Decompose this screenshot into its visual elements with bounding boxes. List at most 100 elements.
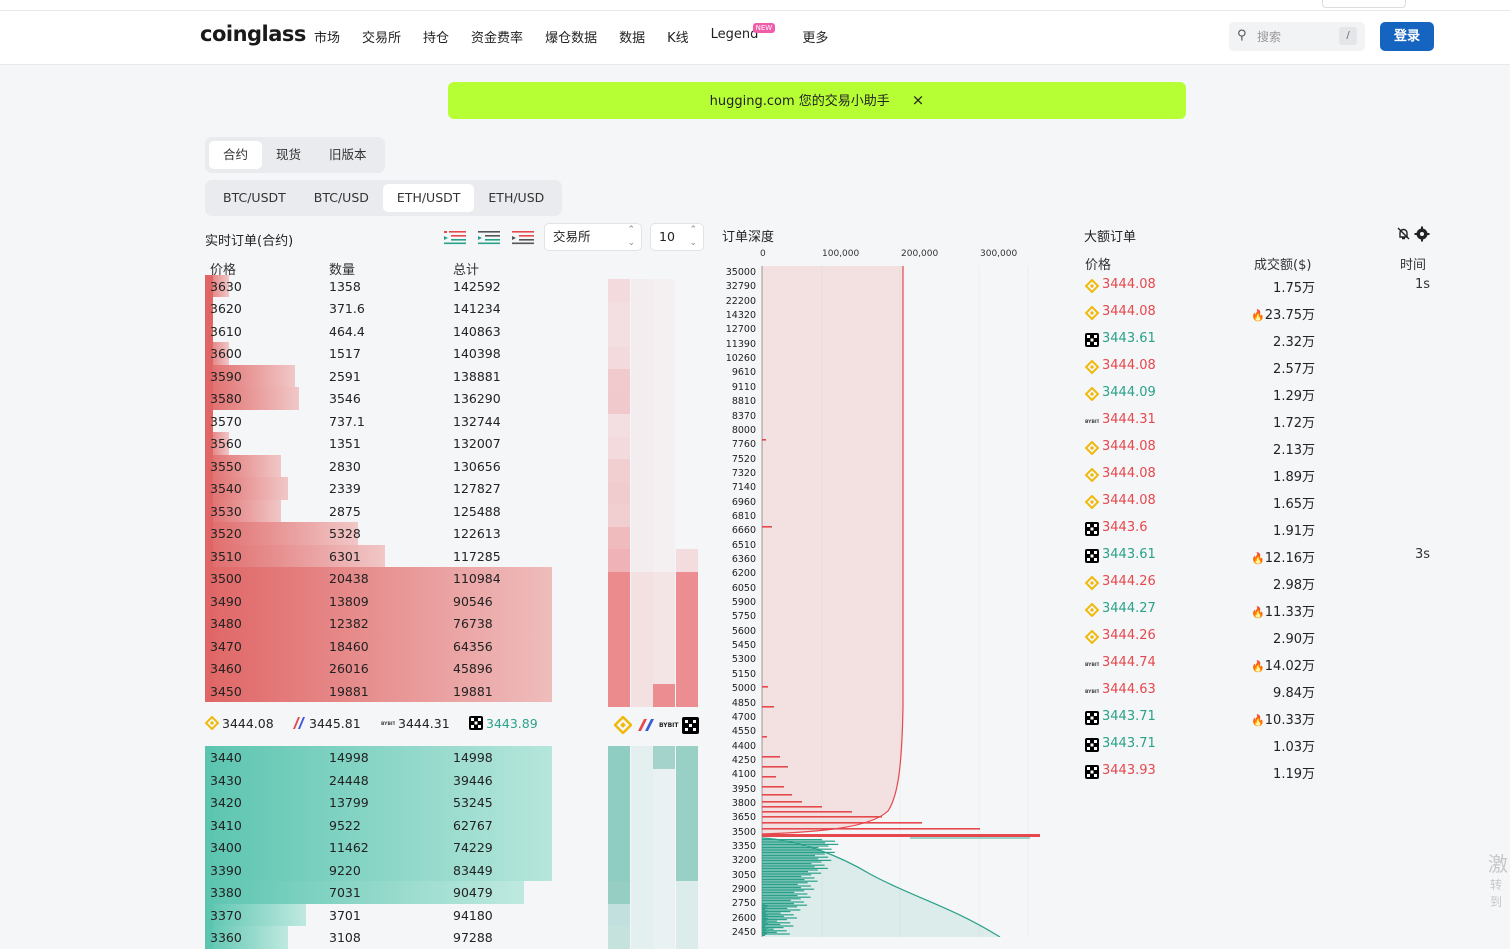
depth-chart[interactable] [760,266,1050,937]
large-order-row[interactable]: 3444.08 2.57万 [1084,353,1444,380]
tab-eth-usd[interactable]: ETH/USD [488,190,545,205]
large-order-row[interactable]: 3443.71 1.03万 [1084,731,1444,758]
orderbook-row[interactable]: 3380 7031 90479 [205,881,552,904]
okx-icon[interactable] [682,717,699,734]
nav-item-liquidations[interactable]: 爆仓数据 [545,31,598,46]
large-order-row[interactable]: 3443.61 🔥12.16万 3s [1084,542,1444,569]
orderbook-row[interactable]: 3530 2875 125488 [205,499,552,522]
bid-level-bar [762,908,765,910]
orderbook-row[interactable]: 3620 371.6 141234 [205,297,552,320]
large-order-row[interactable]: 3444.26 2.98万 [1084,569,1444,596]
close-icon[interactable]: × [911,91,925,109]
orderbook-row[interactable]: 3490 13809 90546 [205,589,552,612]
orderbook-row[interactable]: 3430 24448 39446 [205,768,552,791]
orderbook-title: 实时订单(合约) [205,234,294,249]
nav-item-open-interest[interactable]: 持仓 [423,31,450,46]
col-amount: 成交额($) [1254,258,1312,273]
orderbook-row[interactable]: 3400 11462 74229 [205,836,552,859]
orderbook-row[interactable]: 3550 2830 130656 [205,454,552,477]
large-order-row[interactable]: 3444.27 🔥11.33万 [1084,596,1444,623]
orderbook-row[interactable]: 3630 1358 142592 [205,274,552,297]
nav-item-market[interactable]: 市场 [314,31,341,46]
orderbook-row[interactable]: 3360 3108 97288 [205,926,552,949]
large-order-row[interactable]: BYBIT 3444.63 9.84万 [1084,677,1444,704]
large-order-row[interactable]: 3443.71 🔥10.33万 [1084,704,1444,731]
tab-eth-usdt[interactable]: ETH/USDT [382,184,475,212]
gear-icon[interactable] [1414,226,1430,242]
orderbook-row[interactable]: 3480 12382 76738 [205,612,552,635]
orderbook-row[interactable]: 3580 3546 136290 [205,387,552,410]
bell-off-icon[interactable] [1396,226,1411,241]
large-order-row[interactable]: 3444.09 1.29万 [1084,380,1444,407]
bybit-icon[interactable]: BYBIT [659,719,679,729]
top-tab[interactable] [1322,0,1406,8]
order-price: 3444.63 [1102,682,1156,697]
order-price: 3444.08 [1102,466,1156,481]
book-asks-icon[interactable] [512,229,534,245]
heatmap-cell [631,504,653,527]
tab-spot[interactable]: 现货 [276,147,302,162]
bid-level-bar [762,871,808,873]
orderbook-row[interactable]: 3540 2339 127827 [205,477,552,500]
watermark: 激 [1488,852,1508,876]
orderbook-row[interactable]: 3460 26016 45896 [205,657,552,680]
nav-item-exchanges[interactable]: 交易所 [362,31,402,46]
orderbook-row[interactable]: 3410 9522 62767 [205,813,552,836]
exchange-select[interactable]: 交易所 ⌃ ⌄ [544,223,642,251]
nav-item-more[interactable]: 更多 [802,31,829,46]
orderbook-row[interactable]: 3590 2591 138881 [205,364,552,387]
book-both-icon[interactable] [444,229,466,245]
large-order-row[interactable]: 3444.08 1.89万 [1084,461,1444,488]
orderbook-row[interactable]: 3520 5328 122613 [205,522,552,545]
orderbook-row[interactable]: 3420 13799 53245 [205,791,552,814]
orderbook-row[interactable]: 3610 464.4 140863 [205,319,552,342]
search-input[interactable]: ⚲ 搜索 / [1229,22,1365,51]
large-order-row[interactable]: 3444.08 2.13万 [1084,434,1444,461]
orderbook-row[interactable]: 3570 737.1 132744 [205,409,552,432]
bid-level-bar [762,842,826,844]
login-button[interactable]: 登录 [1380,22,1434,51]
depth-select[interactable]: 10 ⌃ ⌄ [650,223,704,251]
bid-level-bar [762,920,766,922]
orderbook-row[interactable]: 3390 9220 83449 [205,858,552,881]
orderbook-row[interactable]: 3560 1351 132007 [205,432,552,455]
binance-icon [1085,630,1099,644]
orderbook-row[interactable]: 3470 18460 64356 [205,634,552,657]
tab-btc-usdt[interactable]: BTC/USDT [223,190,286,205]
orderbook-row[interactable]: 3440 14998 14998 [205,746,552,769]
orderbook-row[interactable]: 3450 19881 19881 [205,679,552,702]
brand-logo[interactable]: coinglass [200,22,306,46]
nav-item-funding-rate[interactable]: 资金费率 [471,31,524,46]
nav-item-data[interactable]: 数据 [619,31,646,46]
orderbook-row[interactable]: 3600 1517 140398 [205,342,552,365]
large-order-row[interactable]: 3444.08 🔥23.75万 [1084,299,1444,326]
orderbook-row[interactable]: 3370 3701 94180 [205,903,552,926]
large-order-row[interactable]: 3444.08 1.65万 [1084,488,1444,515]
bid-level-bar [762,925,794,927]
bid-level-bar [762,904,808,906]
orderbook-row[interactable]: 3510 6301 117285 [205,544,552,567]
promo-banner[interactable]: hugging.com 您的交易小助手 × [448,82,1186,119]
book-bids-icon[interactable] [478,229,500,245]
large-order-row[interactable]: 3444.08 1.75万 1s [1084,272,1444,299]
heatmap-cell [608,279,630,302]
heatmap-cell [608,836,630,859]
orderbook-row[interactable]: 3500 20438 110984 [205,567,552,590]
large-order-row[interactable]: 3443.93 1.19万 [1084,758,1444,785]
large-order-row[interactable]: BYBIT 3444.74 🔥14.02万 [1084,650,1444,677]
large-order-row[interactable]: 3444.26 2.90万 [1084,623,1444,650]
tab-futures[interactable]: 合约 [209,141,263,169]
total-cell: 140398 [453,346,501,361]
price-cell: 3430 [210,772,242,788]
order-amount: 10.33万 [1264,713,1315,728]
large-order-row[interactable]: 3443.61 2.32万 [1084,326,1444,353]
tab-legacy[interactable]: 旧版本 [329,147,367,162]
nav-item-legend[interactable]: Legend NEW [711,23,781,46]
order-amount-wrap: 1.03万 [1273,736,1315,755]
large-order-row[interactable]: BYBIT 3444.31 1.72万 [1084,407,1444,434]
binance-icon[interactable] [614,716,632,734]
nav-item-kline[interactable]: K线 [667,31,689,46]
tab-btc-usd[interactable]: BTC/USD [313,190,369,205]
bitmex-icon[interactable] [637,718,655,732]
large-order-row[interactable]: 3443.6 1.91万 [1084,515,1444,542]
